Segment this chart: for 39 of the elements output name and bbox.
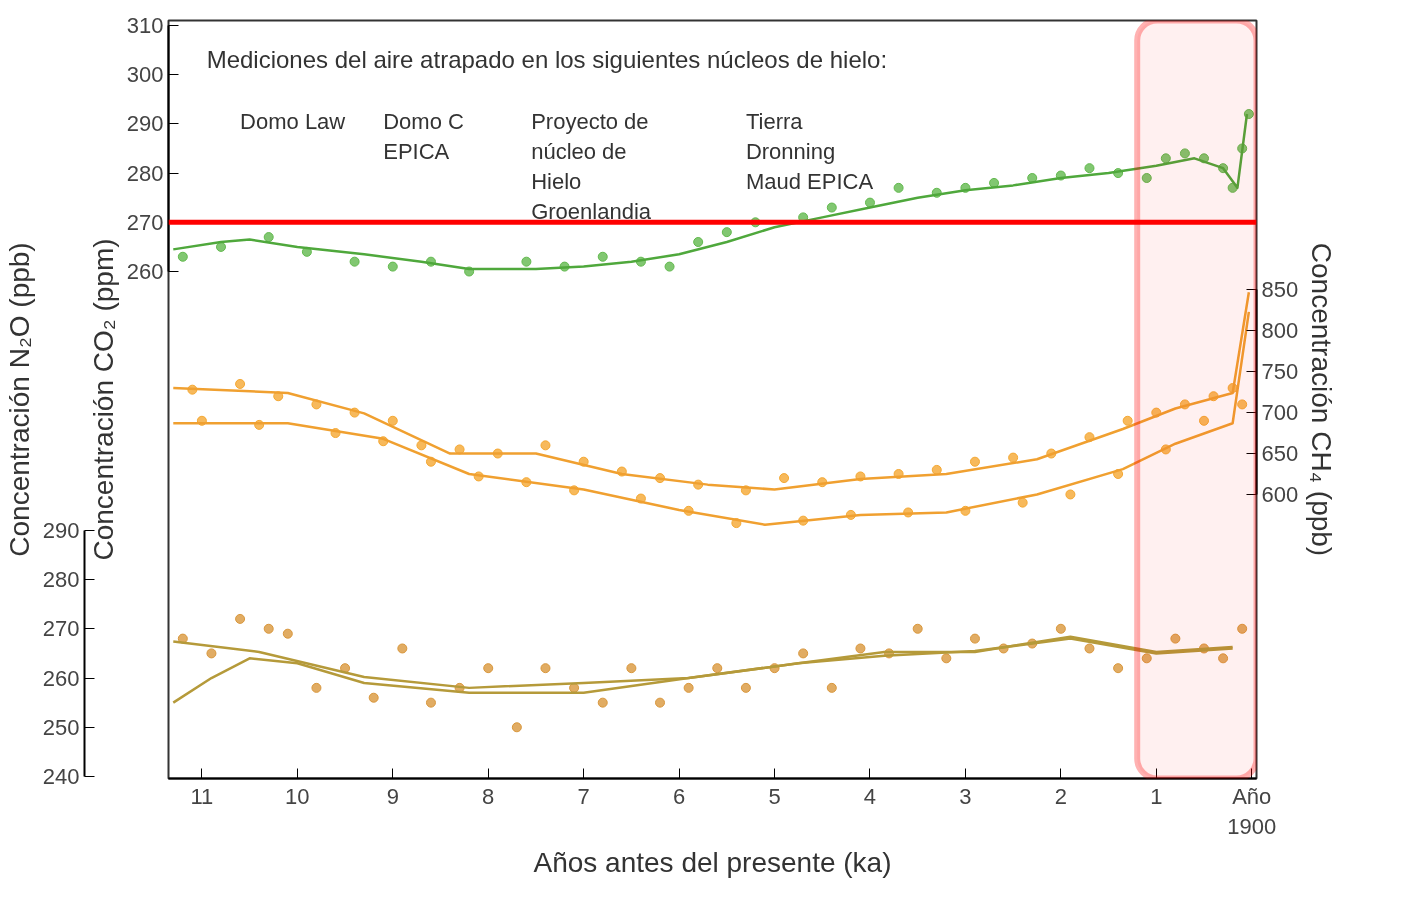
x-tick-label: Año 1900 xyxy=(1227,783,1277,839)
x-tick-label: 4 xyxy=(863,783,877,809)
y3-axis-title: Concentración N₂O (ppb) xyxy=(3,242,35,557)
y-tick-label: 310 xyxy=(126,12,164,38)
x-axis-title: Años antes del presente (ka) xyxy=(533,846,892,878)
y2-axis-title: Concentración CH₄ (ppb) xyxy=(1306,242,1338,557)
x-tick-label: 8 xyxy=(482,783,495,809)
y3-tick-label: 260 xyxy=(42,665,80,691)
x-tick-label: 1 xyxy=(1150,783,1163,809)
y2-tick-label: 800 xyxy=(1261,318,1299,344)
annotation: Domo C EPICA xyxy=(383,109,465,165)
x-tick-label: 3 xyxy=(959,783,972,809)
x-tick-label: 7 xyxy=(577,783,590,809)
x-tick-label: 2 xyxy=(1054,783,1067,809)
y3-tick-label: 280 xyxy=(42,567,80,593)
annotation: Mediciones del aire atrapado en los siguientes núcleos de hielo: xyxy=(206,46,888,74)
y-tick-label: 300 xyxy=(126,62,164,88)
y-axis-title: Concentración CO₂ (ppm) xyxy=(87,238,119,561)
y2-tick-label: 750 xyxy=(1261,359,1299,385)
y3-tick-label: 270 xyxy=(42,616,80,642)
y3-tick-label: 250 xyxy=(42,714,80,740)
x-tick-label: 11 xyxy=(190,783,214,809)
annotation: Proyecto de núcleo de Hielo Groenlandia xyxy=(531,109,652,225)
y2-tick-label: 700 xyxy=(1261,400,1299,426)
y2-tick-label: 600 xyxy=(1261,481,1299,507)
x-tick-label: 9 xyxy=(386,783,399,809)
x-tick-label: 6 xyxy=(672,783,686,809)
y2-tick-label: 850 xyxy=(1261,277,1299,303)
x-tick-label: 10 xyxy=(285,783,310,809)
y3-tick-label: 240 xyxy=(42,764,80,790)
y-tick-label: 270 xyxy=(126,209,164,235)
y3-tick-label: 290 xyxy=(42,517,80,543)
y-tick-label: 290 xyxy=(126,111,164,137)
y2-tick-label: 650 xyxy=(1261,441,1299,467)
annotation: Domo Law xyxy=(240,109,346,135)
x-tick-label: 5 xyxy=(768,783,781,809)
y-tick-label: 260 xyxy=(126,259,164,285)
y-tick-label: 280 xyxy=(126,160,164,186)
annotation: Tierra Dronning Maud EPICA xyxy=(745,109,874,195)
